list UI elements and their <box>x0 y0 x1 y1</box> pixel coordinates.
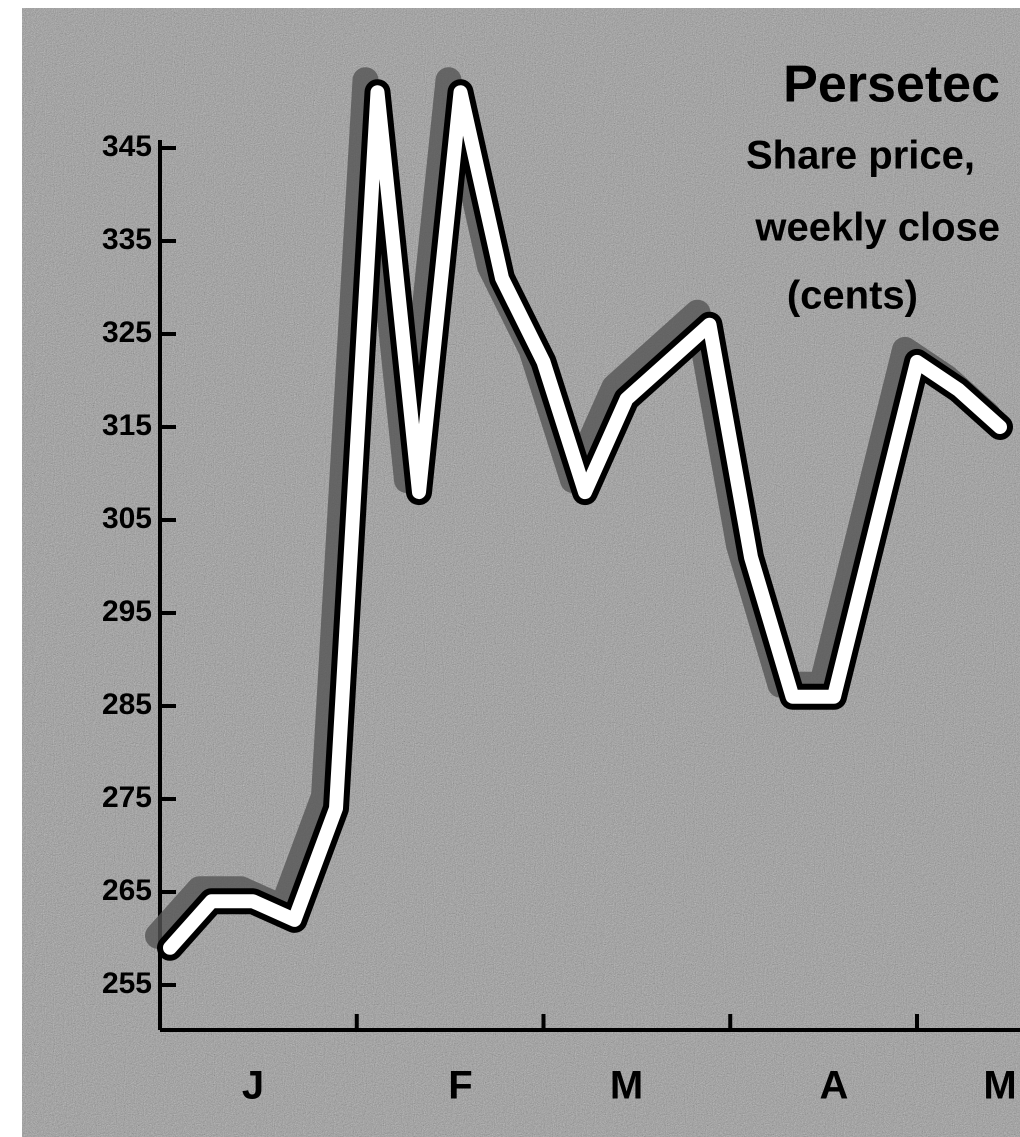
x-tick-label: M <box>610 1064 643 1108</box>
y-tick-label: 275 <box>102 781 152 814</box>
y-tick-label: 285 <box>102 688 152 721</box>
y-tick-label: 335 <box>102 223 152 256</box>
y-tick-label: 305 <box>102 502 152 535</box>
y-tick-label: 315 <box>102 409 152 442</box>
x-tick-label: J <box>242 1064 264 1108</box>
y-tick-label: 325 <box>102 316 152 349</box>
subtitle: (cents) <box>787 274 918 318</box>
y-tick-label: 255 <box>102 967 152 1000</box>
x-tick-label: M <box>983 1064 1016 1108</box>
y-tick-label: 265 <box>102 874 152 907</box>
subtitle: Share price, <box>746 134 975 178</box>
y-tick-label: 295 <box>102 595 152 628</box>
x-tick-label: A <box>820 1064 849 1108</box>
line <box>163 85 1007 955</box>
x-tick-label: F <box>448 1064 472 1108</box>
chart-title: Persetec <box>783 56 1000 114</box>
y-tick-label: 345 <box>102 130 152 163</box>
subtitle: weekly close <box>754 206 1000 250</box>
